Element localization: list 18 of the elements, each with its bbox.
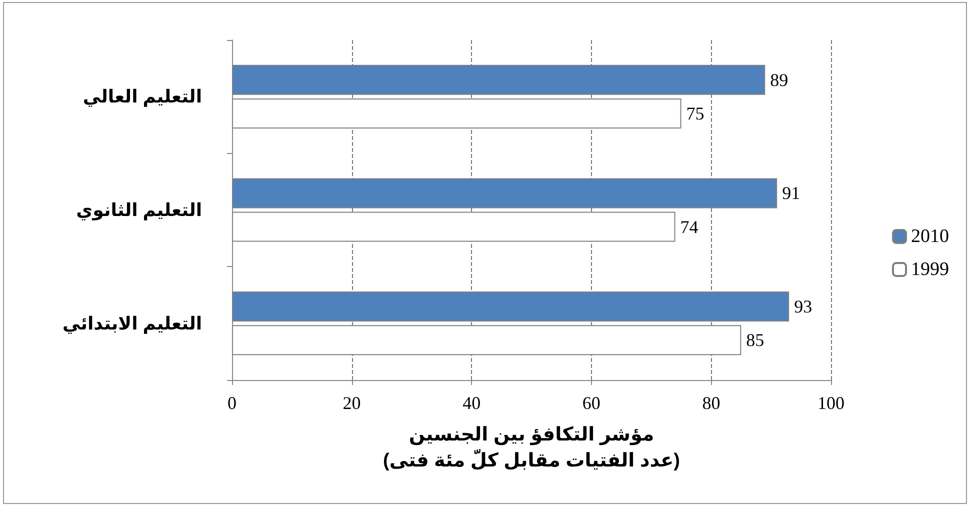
x-tick-label: 60 xyxy=(582,393,600,413)
legend-label: 2010 xyxy=(911,226,949,247)
legend-label: 1999 xyxy=(911,259,949,280)
data-label: 89 xyxy=(770,70,788,90)
x-axis-title: مؤشر التكافؤ بين الجنسين (عدد الفتيات مقابل كلّ مئة فتى) xyxy=(383,424,680,472)
data-label: 91 xyxy=(782,183,800,204)
x-tick-label: 40 xyxy=(462,393,481,413)
y-tick-label: التعليم الثانوي xyxy=(76,200,202,221)
data-label: 93 xyxy=(794,296,812,317)
x-tick-label: 80 xyxy=(702,393,720,413)
x-tick-label: 100 xyxy=(818,393,844,413)
y-tick-label: التعليم الابتدائي xyxy=(62,313,202,334)
y-tick-label: التعليم العالي xyxy=(82,86,202,108)
data-label: 74 xyxy=(680,216,698,237)
x-tick-label: 0 xyxy=(228,393,236,413)
x-tick-label: 20 xyxy=(342,393,361,413)
data-label: 75 xyxy=(686,103,704,124)
data-label: 85 xyxy=(746,330,764,350)
